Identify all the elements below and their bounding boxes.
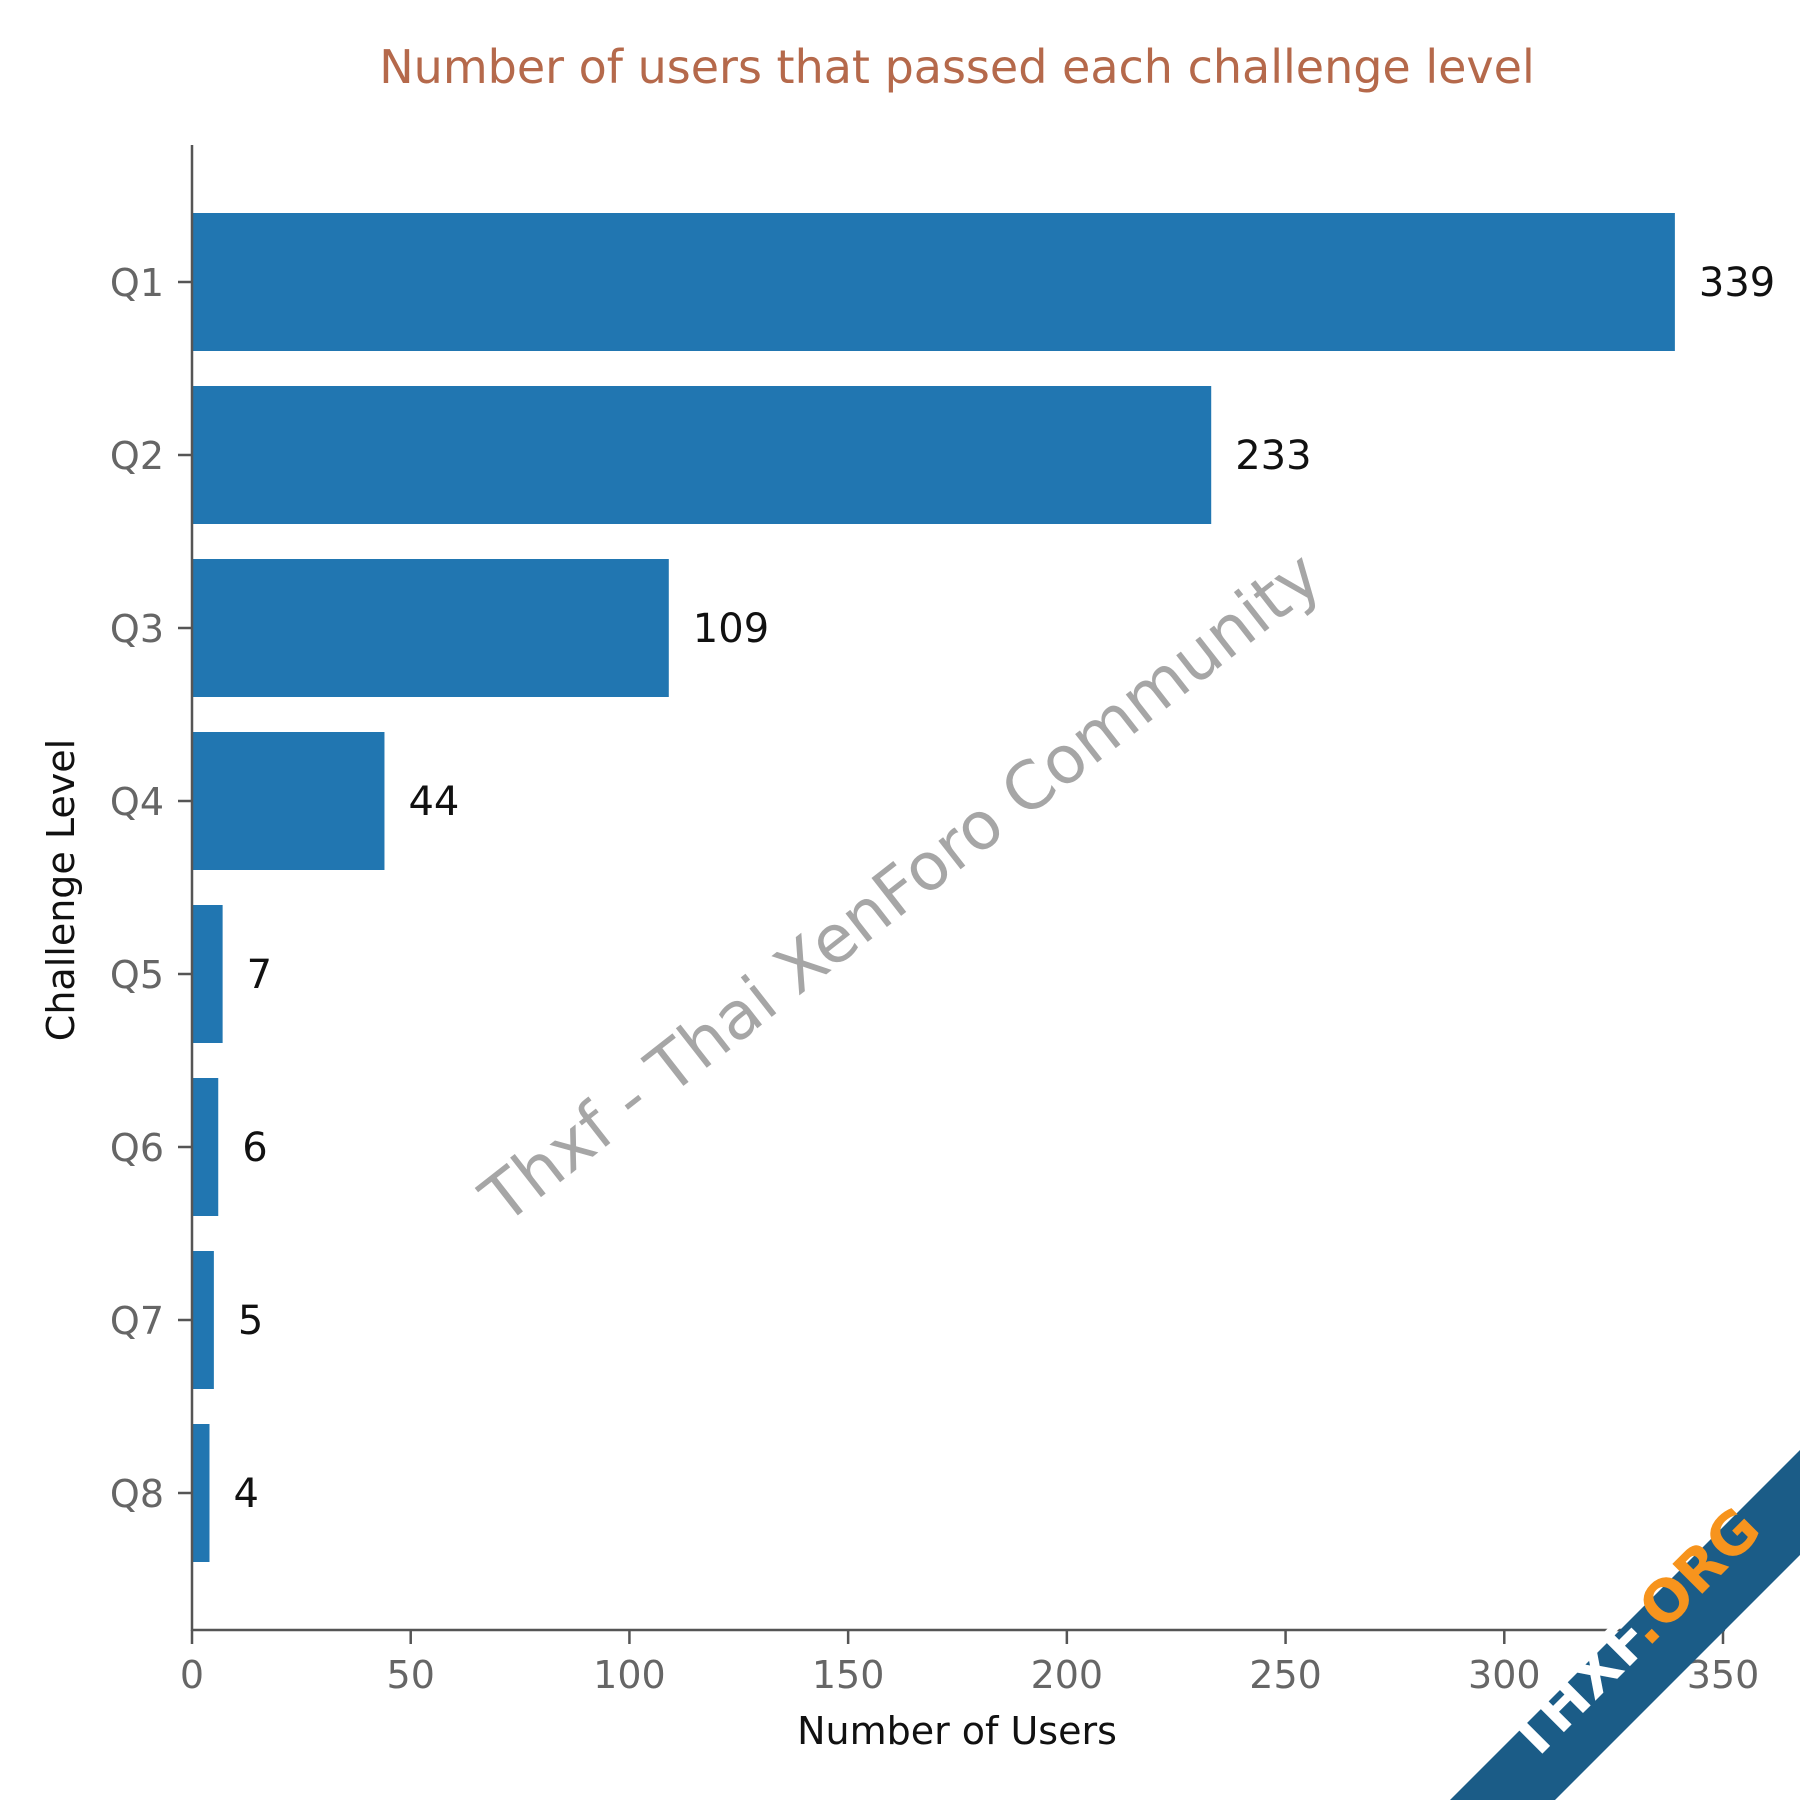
bar-q4 <box>192 732 385 870</box>
x-tick-label-350: 350 <box>1687 1653 1760 1697</box>
bars-group <box>192 213 1675 1562</box>
x-tick-label-100: 100 <box>593 1653 666 1697</box>
x-axis-ticks: 0 50 100 150 200 250 300 350 <box>180 1630 1759 1697</box>
bar-q8 <box>192 1424 210 1562</box>
x-axis-title: Number of Users <box>797 1709 1117 1753</box>
data-label-q8: 4 <box>233 1471 258 1517</box>
x-tick-label-50: 50 <box>387 1653 435 1697</box>
x-tick-label-150: 150 <box>812 1653 885 1697</box>
y-axis-title: Challenge Level <box>39 739 83 1041</box>
bar-q3 <box>192 559 669 697</box>
y-tick-label-q5: Q5 <box>110 953 164 997</box>
data-label-q6: 6 <box>242 1125 267 1171</box>
y-tick-label-q4: Q4 <box>110 780 164 824</box>
y-tick-label-q8: Q8 <box>110 1472 164 1516</box>
data-label-q5: 7 <box>247 952 272 998</box>
data-label-q7: 5 <box>238 1298 263 1344</box>
x-tick-label-0: 0 <box>180 1653 204 1697</box>
data-label-q2: 233 <box>1235 433 1311 479</box>
bar-q5 <box>192 905 223 1043</box>
data-labels-group: 339 233 109 44 7 6 5 4 <box>233 260 1775 1517</box>
bar-q2 <box>192 386 1212 524</box>
y-tick-label-q3: Q3 <box>110 607 164 651</box>
y-tick-label-q6: Q6 <box>110 1126 164 1170</box>
corner-ribbon <box>1450 1450 1800 1800</box>
y-tick-label-q2: Q2 <box>110 434 164 478</box>
y-tick-label-q7: Q7 <box>110 1299 164 1343</box>
bar-q1 <box>192 213 1675 351</box>
x-tick-label-250: 250 <box>1249 1653 1322 1697</box>
x-tick-label-200: 200 <box>1031 1653 1104 1697</box>
x-tick-label-300: 300 <box>1468 1653 1541 1697</box>
bar-q6 <box>192 1078 219 1216</box>
bar-q7 <box>192 1251 214 1389</box>
data-label-q3: 109 <box>693 606 769 652</box>
y-axis-ticks: Q1 Q2 Q3 Q4 Q5 Q6 Q7 Q8 <box>110 261 192 1516</box>
data-label-q4: 44 <box>408 779 459 825</box>
y-tick-label-q1: Q1 <box>110 261 164 305</box>
data-label-q1: 339 <box>1699 260 1775 306</box>
chart-title: Number of users that passed each challen… <box>379 40 1534 94</box>
